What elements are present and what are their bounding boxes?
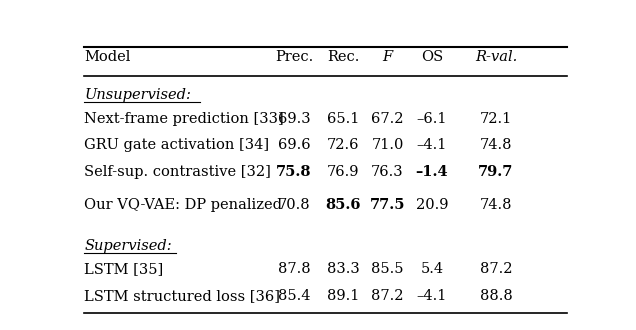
Text: LSTM [35]: LSTM [35] xyxy=(85,262,163,277)
Text: 65.1: 65.1 xyxy=(327,112,359,126)
Text: 71.0: 71.0 xyxy=(371,138,404,152)
Text: Rec.: Rec. xyxy=(327,50,359,64)
Text: 69.6: 69.6 xyxy=(277,138,310,152)
Text: 76.9: 76.9 xyxy=(327,165,359,179)
Text: 85.4: 85.4 xyxy=(278,289,310,303)
Text: 77.5: 77.5 xyxy=(370,198,405,212)
Text: 72.1: 72.1 xyxy=(480,112,512,126)
Text: 5.4: 5.4 xyxy=(420,262,443,277)
Text: Unsupervised:: Unsupervised: xyxy=(85,88,191,102)
Text: R-val.: R-val. xyxy=(475,50,517,64)
Text: 70.8: 70.8 xyxy=(277,198,310,212)
Text: 76.3: 76.3 xyxy=(371,165,404,179)
Text: 20.9: 20.9 xyxy=(416,198,448,212)
Text: 79.7: 79.7 xyxy=(478,165,514,179)
Text: F: F xyxy=(382,50,392,64)
Text: Our VQ-VAE: DP penalized: Our VQ-VAE: DP penalized xyxy=(85,198,282,212)
Text: Self-sup. contrastive [32]: Self-sup. contrastive [32] xyxy=(85,165,272,179)
Text: 87.2: 87.2 xyxy=(480,262,512,277)
Text: 87.8: 87.8 xyxy=(277,262,310,277)
Text: 72.6: 72.6 xyxy=(327,138,359,152)
Text: 85.6: 85.6 xyxy=(326,198,361,212)
Text: Model: Model xyxy=(85,50,131,64)
Text: –1.4: –1.4 xyxy=(415,165,448,179)
Text: 74.8: 74.8 xyxy=(480,138,512,152)
Text: Next-frame prediction [33]: Next-frame prediction [33] xyxy=(85,112,284,126)
Text: 67.2: 67.2 xyxy=(371,112,404,126)
Text: –6.1: –6.1 xyxy=(417,112,447,126)
Text: 69.3: 69.3 xyxy=(277,112,310,126)
Text: –4.1: –4.1 xyxy=(417,289,447,303)
Text: LSTM structured loss [36]: LSTM structured loss [36] xyxy=(85,289,280,303)
Text: 89.1: 89.1 xyxy=(327,289,359,303)
Text: OS: OS xyxy=(421,50,443,64)
Text: 75.8: 75.8 xyxy=(276,165,312,179)
Text: 87.2: 87.2 xyxy=(371,289,404,303)
Text: GRU gate activation [34]: GRU gate activation [34] xyxy=(85,138,270,152)
Text: 83.3: 83.3 xyxy=(327,262,359,277)
Text: Prec.: Prec. xyxy=(275,50,313,64)
Text: 85.5: 85.5 xyxy=(371,262,404,277)
Text: 88.8: 88.8 xyxy=(480,289,513,303)
Text: –4.1: –4.1 xyxy=(417,138,447,152)
Text: 74.8: 74.8 xyxy=(480,198,512,212)
Text: Supervised:: Supervised: xyxy=(85,239,172,253)
